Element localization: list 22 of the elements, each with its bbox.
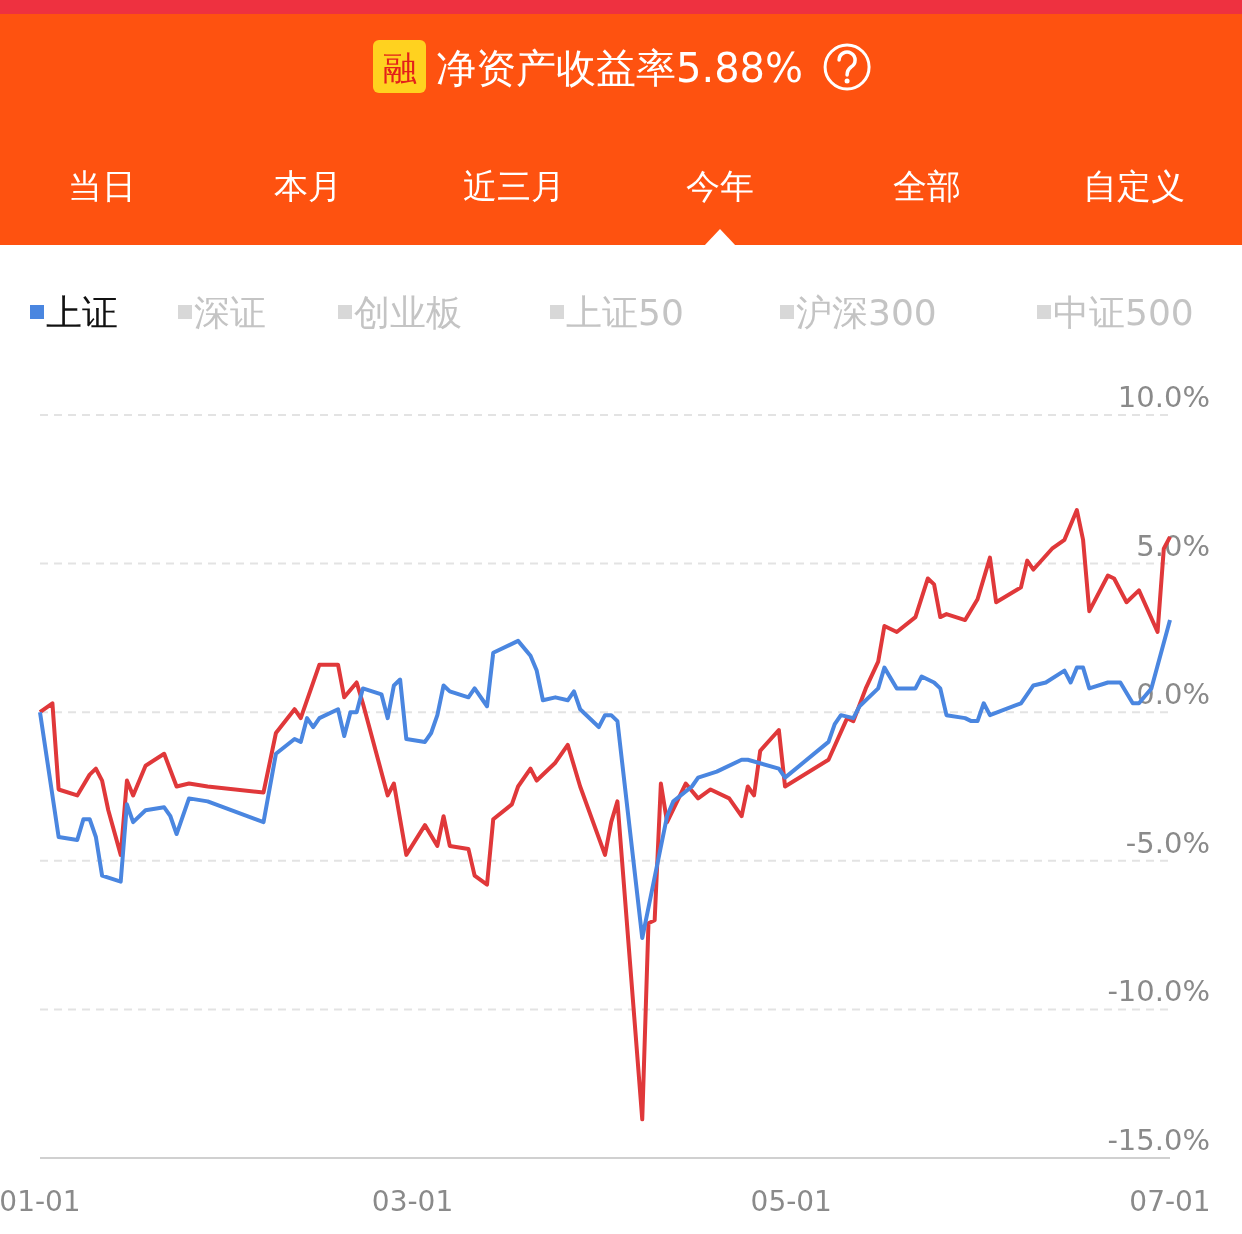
text: 今年 <box>686 166 754 206</box>
x-tick-label: 07-01 <box>1129 1185 1211 1218</box>
text: 自定义 <box>1083 166 1185 206</box>
x-tick-label: 03-01 <box>371 1185 454 1218</box>
text: 融 <box>382 48 417 88</box>
text: 深证 <box>194 292 266 333</box>
text: 中证500 <box>1053 292 1194 333</box>
x-tick-label: 05-01 <box>750 1185 832 1218</box>
text: 近三月 <box>463 166 565 206</box>
y-tick-label: -15.0% <box>1107 1123 1210 1157</box>
legend-label: 上证 <box>46 292 118 333</box>
text: 本月 <box>274 166 342 206</box>
text: 沪深300 <box>796 292 937 333</box>
text: 当日 <box>68 166 136 206</box>
y-tick-label: 10.0% <box>1117 380 1210 414</box>
text: 创业板 <box>354 292 462 333</box>
text: 上证50 <box>566 292 684 333</box>
chart-title: 净资产收益率5.88% <box>436 45 804 91</box>
y-tick-label: -10.0% <box>1107 974 1210 1009</box>
x-tick-label: 01-01 <box>0 1185 81 1218</box>
text: 全部 <box>893 166 961 206</box>
y-tick-label: -5.0% <box>1125 825 1210 860</box>
